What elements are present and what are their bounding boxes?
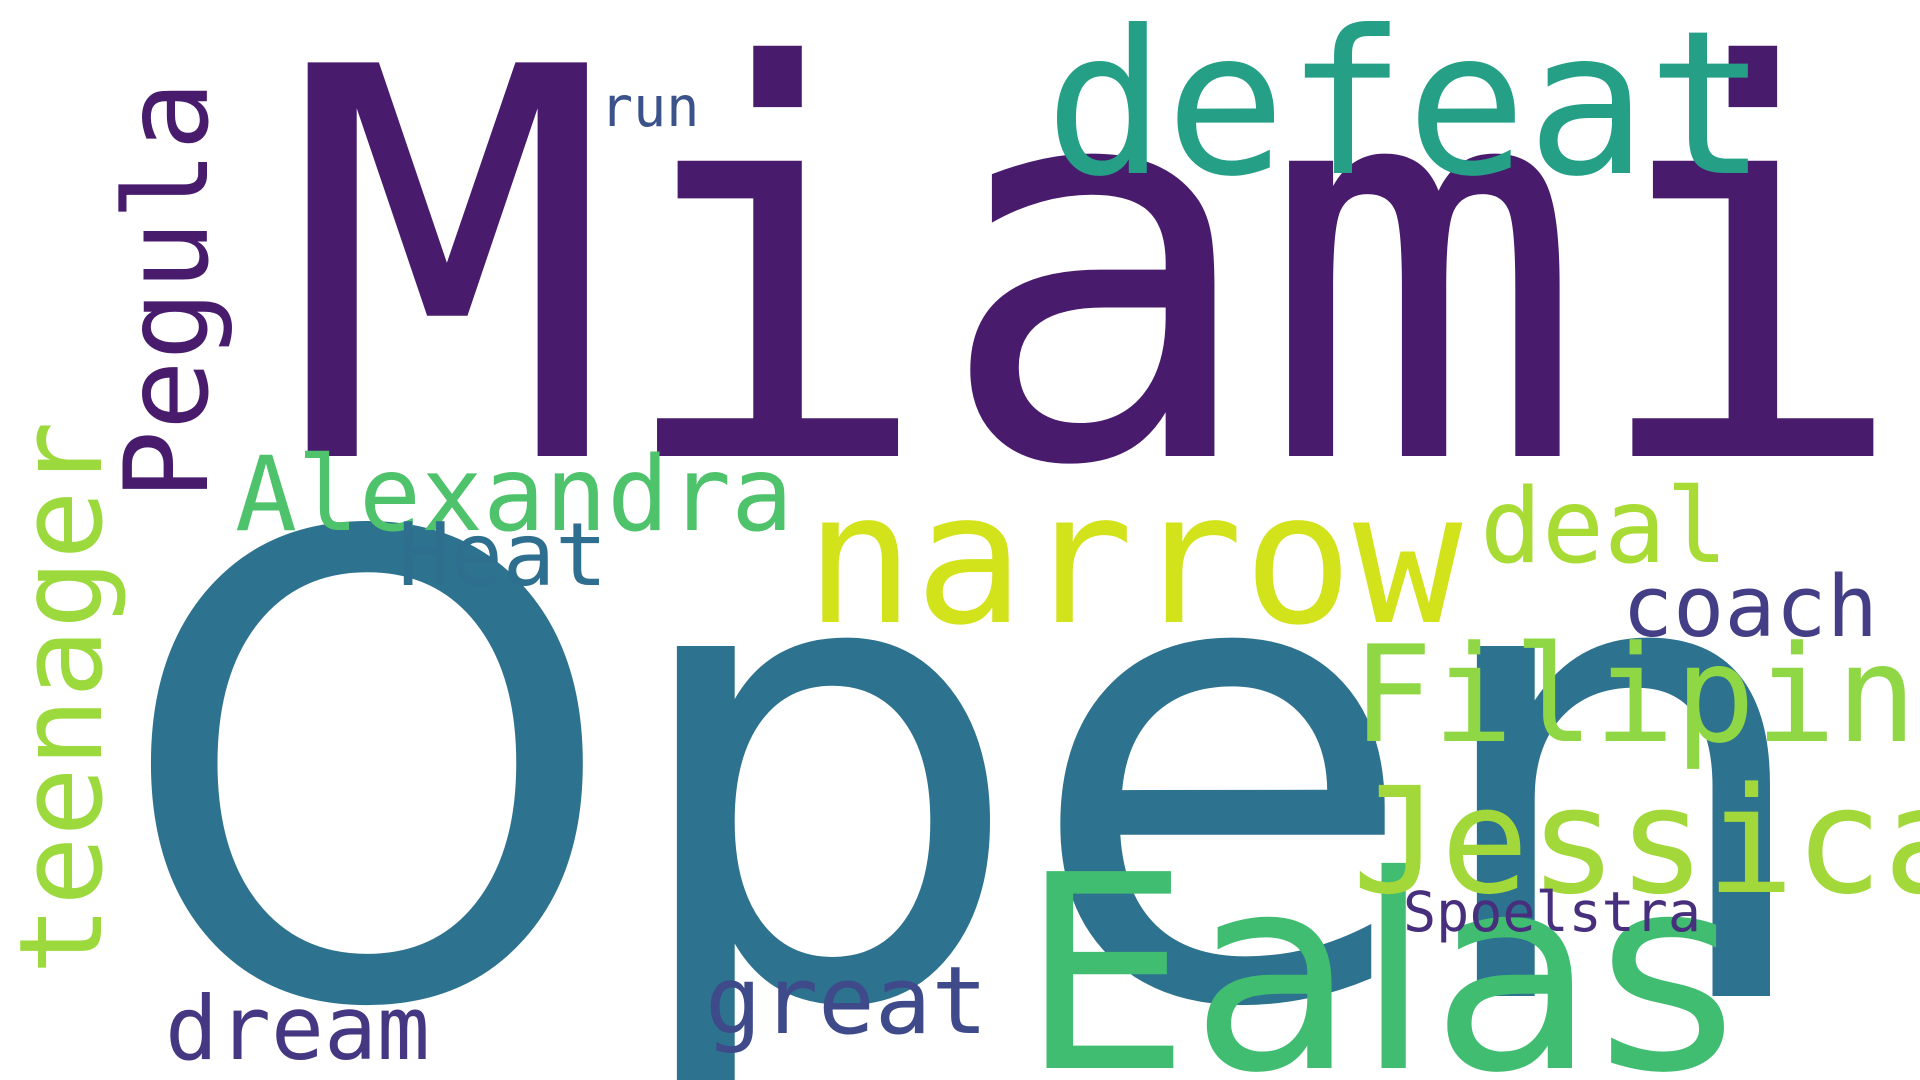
word-spoelstra: Spoelstra (1403, 880, 1702, 944)
word-great: great (705, 947, 988, 1056)
word-open: Open (115, 402, 1825, 1080)
word-heat: Heat (398, 504, 608, 606)
word-jessica: Jessica (1352, 756, 1920, 927)
word-defeat: defeat (1045, 0, 1768, 221)
word-alexandra: Alexandra (235, 435, 794, 555)
word-filipina: Filipina (1352, 617, 1920, 773)
word-miami: Miami (285, 0, 1911, 584)
word-ealas: Ealas (1020, 817, 1738, 1080)
word-coach: coach (1622, 558, 1878, 657)
word-dream: dream (165, 977, 430, 1080)
word-narrow: narrow (805, 453, 1463, 665)
word-run: run (600, 75, 700, 139)
word-deal: deal (1480, 467, 1729, 587)
word-teenager: teenager (0, 421, 129, 975)
